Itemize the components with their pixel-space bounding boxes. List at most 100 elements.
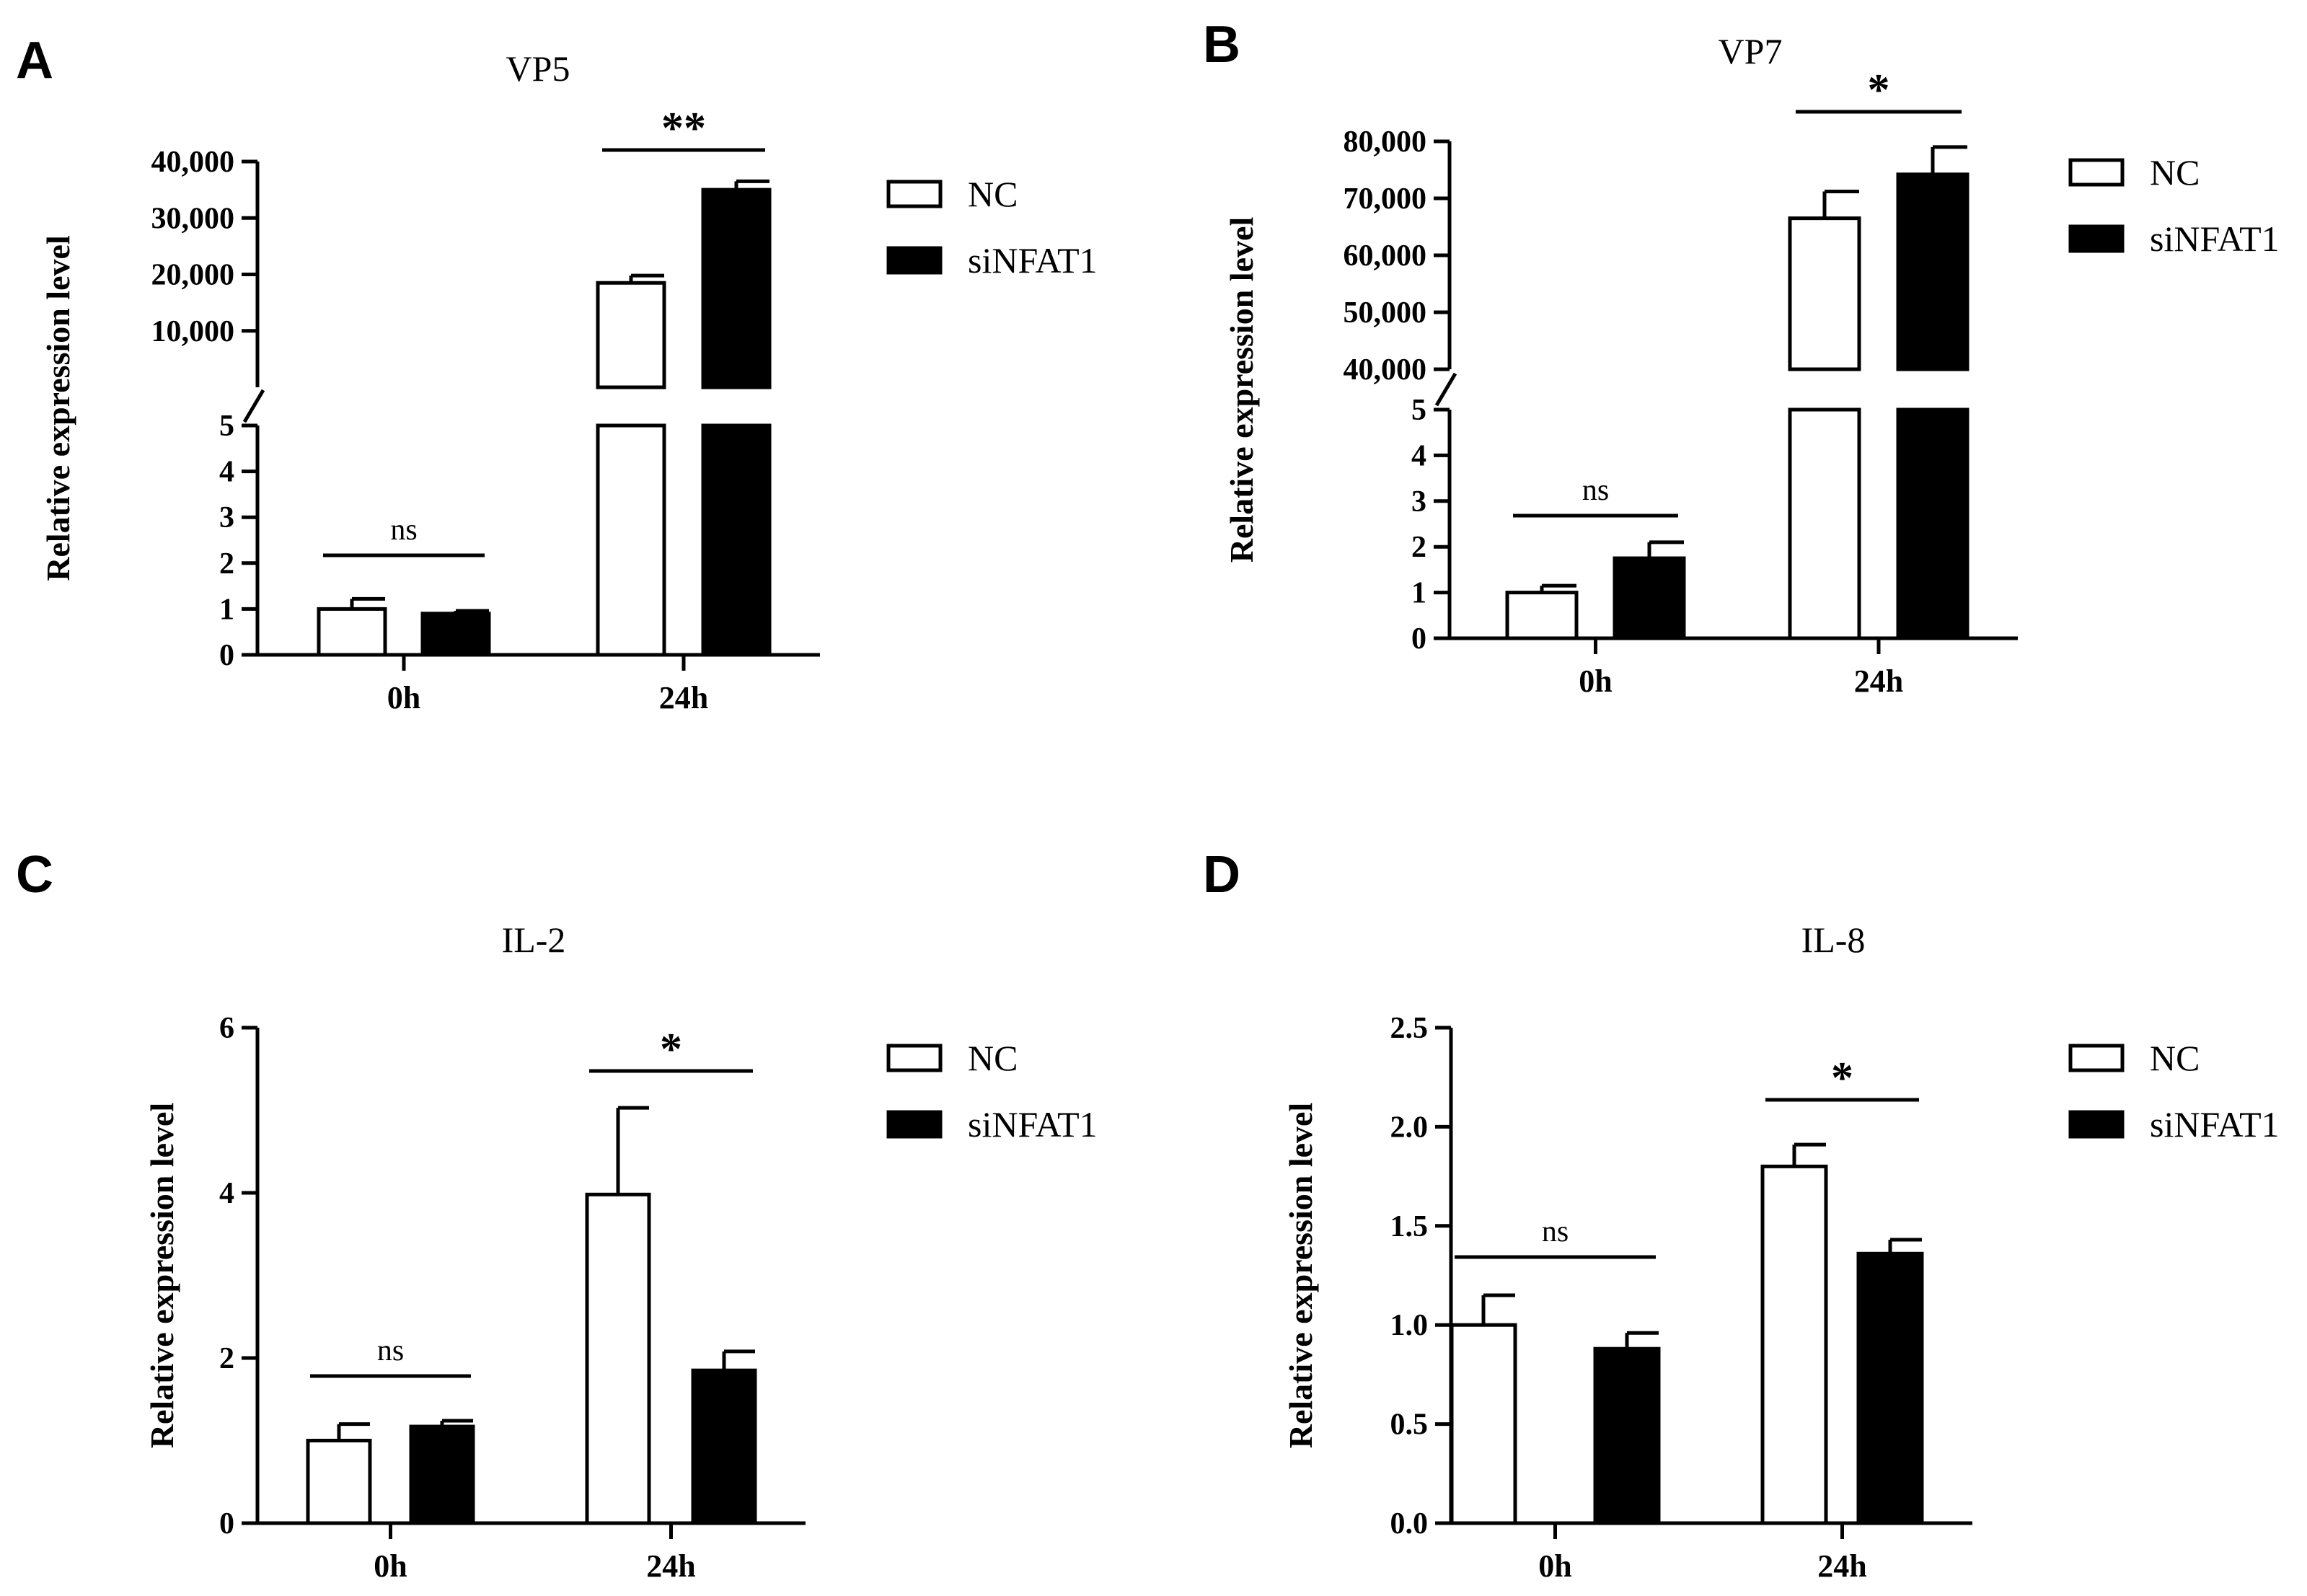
legend-swatch-nc — [2068, 1044, 2125, 1072]
y-tick-label: 70,000 — [1344, 182, 1427, 216]
y-tick-label: 5 — [1411, 394, 1426, 427]
panel-letter: B — [1203, 16, 1240, 74]
panel-letter: D — [1203, 846, 1240, 904]
y-tick-label: 40,000 — [1344, 353, 1427, 387]
chart-panel-b: B VP7 Relative expression level 0 1 2 3 4 5 40,00… — [1203, 16, 2280, 699]
legend-swatch-sinfat1 — [2068, 224, 2125, 253]
y-tick-label: 0.5 — [1390, 1408, 1429, 1442]
y-axis-label: Relative expression level — [1282, 1103, 1319, 1449]
panel-letter: C — [16, 846, 53, 904]
bar — [701, 423, 772, 657]
bar — [596, 281, 666, 389]
y-tick-label: 2 — [219, 547, 234, 581]
significance-label: * — [660, 1025, 682, 1074]
y-tick-label: 4 — [219, 456, 234, 489]
x-tick-label: 24h — [659, 680, 708, 715]
x-tick-label: 24h — [646, 1548, 695, 1584]
axis-break-mark — [1434, 372, 1457, 407]
legend-label-nc: NC — [2150, 1038, 2200, 1078]
bar — [1613, 556, 1686, 640]
legend-label-nc: NC — [2150, 152, 2200, 193]
bar — [409, 1424, 475, 1525]
x-tick-label: 0h — [387, 680, 420, 715]
bar — [1593, 1346, 1661, 1525]
legend-label-sinfat1: siNFAT1 — [968, 240, 1098, 281]
bar — [306, 1439, 372, 1525]
bar — [1856, 1251, 1924, 1525]
significance-label: ns — [377, 1334, 404, 1367]
y-tick-label: 1.0 — [1390, 1309, 1429, 1342]
chart-panel-c: C IL-2 Relative expression level 0 2 4 6 0h 24h n… — [16, 846, 1098, 1584]
y-tick-label: 20,000 — [151, 259, 235, 292]
x-tick-label: 24h — [1817, 1548, 1866, 1584]
bar-break-gap — [1895, 371, 1970, 407]
legend: NC siNFAT1 — [2068, 1038, 2280, 1145]
legend-label-nc: NC — [968, 1038, 1018, 1078]
panel-letter: A — [16, 32, 53, 89]
x-tick-label: 24h — [1854, 663, 1903, 699]
bar-break-gap — [595, 389, 667, 423]
y-tick-label: 3 — [219, 501, 234, 534]
legend-swatch-sinfat1 — [886, 1110, 943, 1139]
y-tick-label: 4 — [1411, 439, 1426, 472]
y-tick-label: 0 — [219, 1507, 234, 1540]
bar — [1896, 172, 1969, 371]
legend-label-sinfat1: siNFAT1 — [968, 1104, 1098, 1145]
chart-panel-a: A VP5 Relative expression level 0 1 2 3 4 5 10,00… — [16, 32, 1098, 715]
y-tick-label: 3 — [1411, 485, 1426, 519]
bar — [596, 423, 666, 657]
x-tick-label: 0h — [1579, 663, 1612, 699]
y-tick-label: 1.5 — [1390, 1210, 1429, 1243]
legend-label-nc: NC — [968, 174, 1018, 214]
y-tick-label: 30,000 — [151, 202, 235, 235]
y-tick-label: 60,000 — [1344, 239, 1427, 273]
bar — [317, 607, 387, 657]
legend: NC siNFAT1 — [886, 1038, 1098, 1145]
y-tick-label: 0.0 — [1390, 1507, 1429, 1540]
y-tick-label: 4 — [219, 1177, 234, 1210]
chart-panel-d: D IL-8 Relative expression level 0.0 0.5 1.0 1… — [1203, 846, 2280, 1584]
chart-title: IL-2 — [502, 920, 566, 960]
y-tick-label: 50,000 — [1344, 296, 1427, 330]
bar — [1505, 591, 1579, 640]
y-tick-label: 6 — [219, 1012, 234, 1045]
significance-label: * — [1831, 1054, 1853, 1103]
y-axis-label: Relative expression level — [40, 235, 76, 581]
bar — [420, 612, 491, 657]
bar-break-gap — [700, 389, 772, 423]
legend-swatch-nc — [886, 180, 943, 208]
y-tick-label: 80,000 — [1344, 125, 1427, 159]
legend-swatch-nc — [2068, 158, 2125, 187]
bar — [1788, 407, 1861, 640]
bar-break-gap — [1787, 371, 1862, 407]
y-tick-label: 2 — [219, 1342, 234, 1375]
y-tick-label: 2.5 — [1390, 1012, 1429, 1045]
y-axis-label: Relative expression level — [1223, 217, 1260, 563]
y-tick-label: 1 — [219, 593, 234, 626]
legend: NC siNFAT1 — [2068, 152, 2280, 259]
significance-label: ns — [1582, 474, 1609, 507]
bar — [691, 1368, 757, 1525]
bar — [585, 1192, 651, 1525]
legend-label-sinfat1: siNFAT1 — [2150, 219, 2280, 259]
significance-label: ** — [661, 104, 706, 153]
legend: NC siNFAT1 — [886, 174, 1098, 281]
y-tick-label: 0 — [1411, 622, 1426, 656]
legend-label-sinfat1: siNFAT1 — [2150, 1104, 2280, 1145]
legend-swatch-sinfat1 — [2068, 1110, 2125, 1139]
legend-swatch-sinfat1 — [886, 246, 943, 275]
bar — [1896, 407, 1969, 640]
bar — [1788, 216, 1861, 371]
y-tick-label: 10,000 — [151, 315, 235, 348]
y-tick-label: 40,000 — [151, 146, 235, 179]
y-tick-label: 5 — [219, 410, 234, 443]
y-tick-label: 2.0 — [1390, 1111, 1429, 1144]
significance-label: * — [1868, 66, 1890, 115]
bar — [1450, 1323, 1517, 1525]
y-tick-label: 0 — [219, 639, 234, 672]
x-tick-label: 0h — [1538, 1548, 1571, 1584]
bar — [701, 188, 772, 389]
x-tick-label: 0h — [374, 1548, 407, 1584]
y-tick-label: 1 — [1411, 577, 1426, 610]
